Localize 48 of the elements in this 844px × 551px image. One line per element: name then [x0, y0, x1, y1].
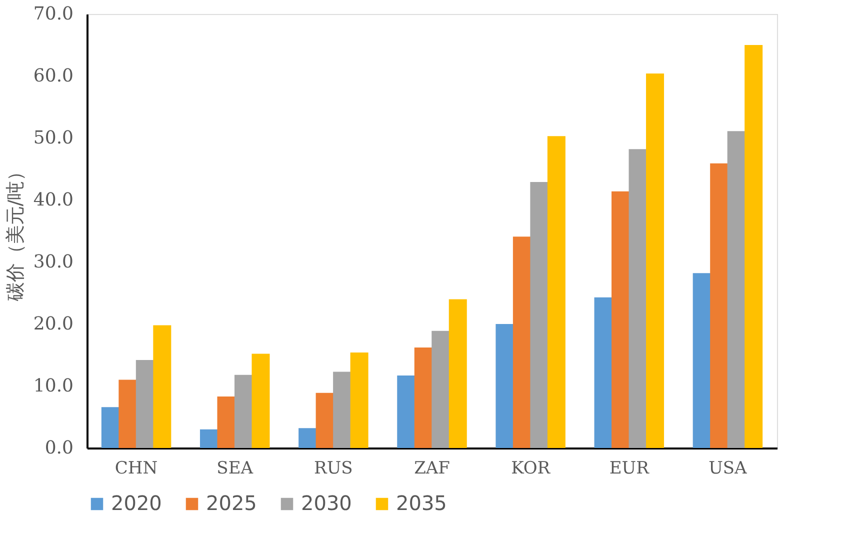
- legend-label: 2035: [396, 491, 447, 515]
- bar: [118, 380, 137, 448]
- bar: [594, 297, 612, 448]
- bar: [397, 375, 416, 448]
- bar: [316, 392, 334, 448]
- y-tick-label: 0.0: [44, 438, 74, 458]
- legend-label: 2030: [301, 491, 352, 515]
- y-tick-label: 60.0: [33, 66, 74, 86]
- bar: [496, 324, 514, 448]
- y-tick-label: 20.0: [33, 314, 74, 334]
- x-tick-label: EUR: [609, 458, 650, 478]
- bar: [727, 131, 746, 448]
- x-tick-label: CHN: [114, 458, 158, 478]
- bar: [200, 429, 218, 448]
- bar: [432, 330, 450, 448]
- y-tick-label: 50.0: [33, 128, 74, 148]
- bar: [217, 396, 236, 448]
- y-tick-label: 10.0: [33, 376, 74, 396]
- bar: [646, 74, 664, 448]
- bar: [136, 360, 154, 448]
- bar: [530, 182, 548, 448]
- bar: [448, 299, 467, 448]
- bar: [414, 348, 432, 448]
- bar: [252, 354, 270, 448]
- bar: [612, 191, 630, 448]
- bar: [628, 149, 647, 448]
- legend-label: 2025: [206, 491, 257, 515]
- y-tick-label: 30.0: [33, 252, 74, 272]
- x-tick-label: ZAF: [414, 458, 450, 478]
- y-tick-label: 70.0: [33, 4, 74, 24]
- bar: [298, 428, 317, 448]
- bar: [512, 236, 531, 448]
- bar: [744, 45, 763, 448]
- x-tick-label: RUS: [314, 458, 353, 478]
- bar: [350, 352, 368, 448]
- bar: [547, 136, 566, 448]
- bar: [710, 163, 728, 448]
- x-tick-label: SEA: [216, 458, 254, 478]
- x-tick-label: KOR: [511, 458, 552, 478]
- y-axis-title: 碳价（美元/吨）: [4, 162, 26, 302]
- x-tick-label: USA: [708, 458, 748, 478]
- legend-label: 2020: [111, 491, 162, 515]
- bar: [692, 273, 711, 448]
- bar: [101, 407, 120, 448]
- bar: [234, 374, 252, 448]
- bar: [153, 325, 172, 448]
- bar: [333, 372, 352, 448]
- y-tick-label: 40.0: [33, 190, 74, 210]
